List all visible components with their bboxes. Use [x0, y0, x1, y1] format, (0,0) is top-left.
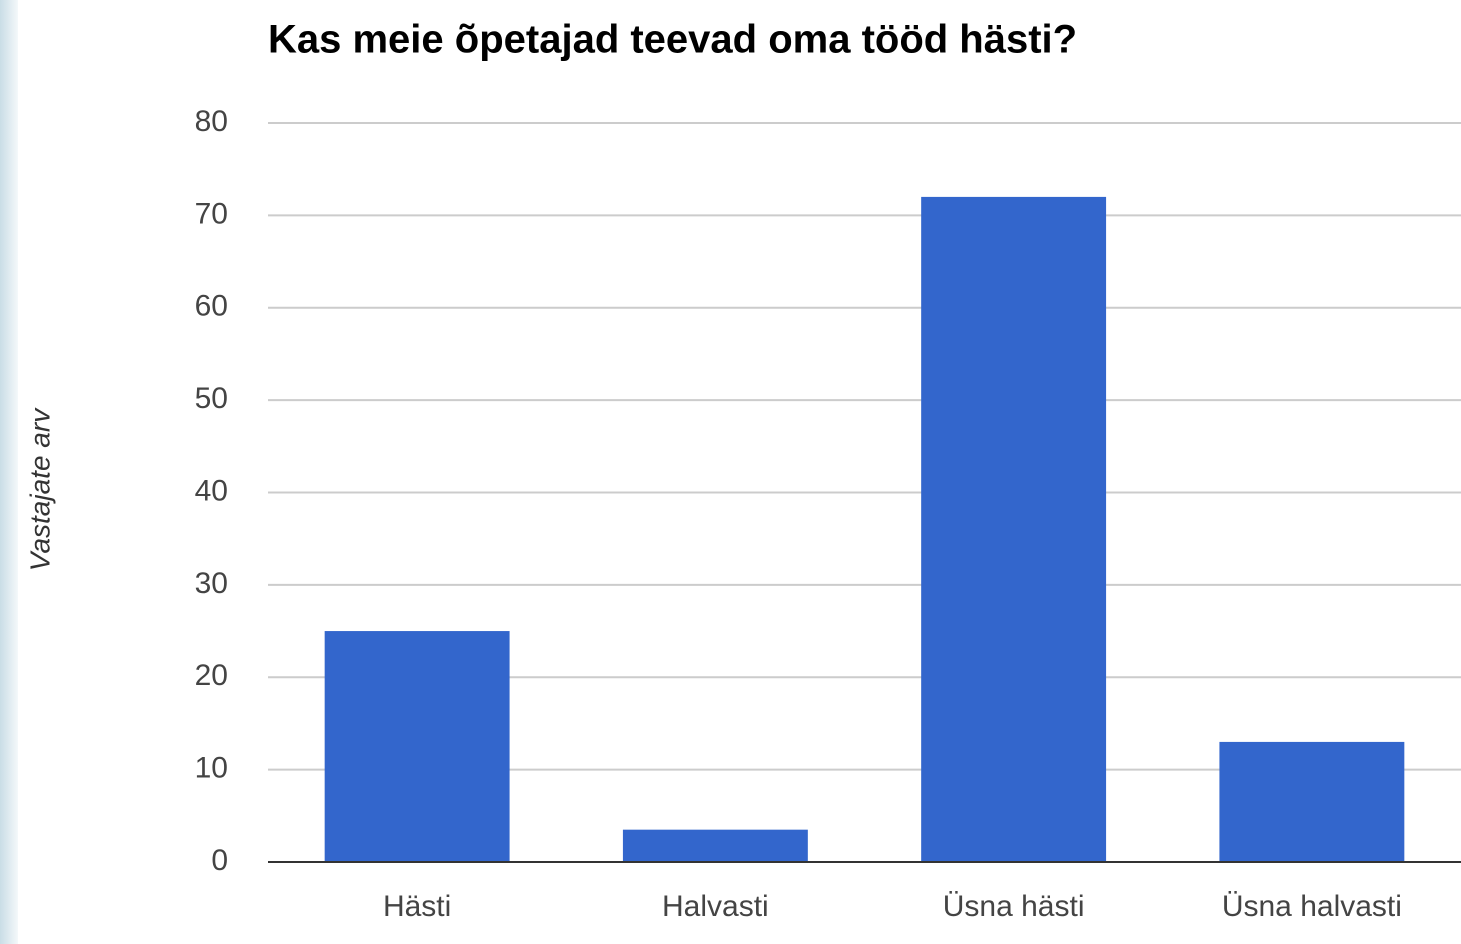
y-tick-label: 0 [211, 844, 228, 877]
y-tick-label: 50 [195, 382, 228, 415]
y-tick-label: 20 [195, 659, 228, 692]
x-tick-label: Halvasti [662, 890, 769, 923]
bar [622, 829, 808, 862]
side-strip [0, 0, 18, 944]
y-axis-label: Vastajate arv [24, 407, 55, 571]
chart-title: Kas meie õpetajad teevad oma tööd hästi? [268, 18, 1077, 62]
y-tick-label: 10 [195, 752, 228, 785]
bar [921, 196, 1107, 862]
y-tick-label: 70 [195, 197, 228, 230]
x-tick-label: Üsna halvasti [1222, 890, 1402, 923]
x-tick-label: Hästi [383, 890, 451, 923]
bar [324, 631, 510, 862]
y-tick-label: 60 [195, 290, 228, 323]
x-tick-label: Üsna hästi [943, 890, 1085, 923]
y-tick-label: 40 [195, 474, 228, 507]
bar [1219, 741, 1405, 862]
y-tick-label: 80 [195, 105, 228, 138]
y-tick-label: 30 [195, 567, 228, 600]
